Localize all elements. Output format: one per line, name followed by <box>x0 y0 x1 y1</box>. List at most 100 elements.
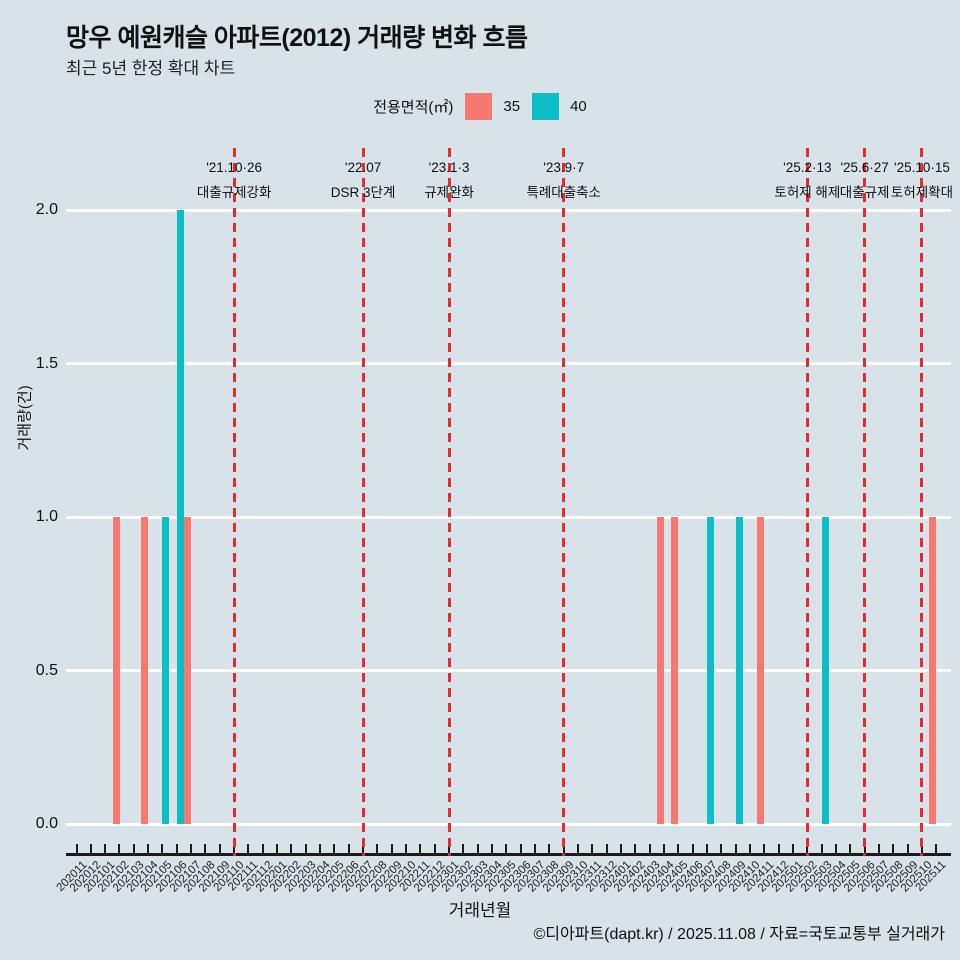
event-label: 특례대출축소 <box>526 185 601 200</box>
x-tick <box>720 844 723 854</box>
x-tick <box>691 844 694 854</box>
y-gridline <box>66 822 951 826</box>
x-tick <box>820 844 823 854</box>
x-tick <box>376 844 379 854</box>
x-axis-line <box>66 853 951 856</box>
event-date: '23.1·3 <box>428 160 470 175</box>
x-tick <box>935 844 938 854</box>
x-tick <box>276 844 279 854</box>
event-line-202301 <box>447 148 451 856</box>
y-gridline <box>66 208 951 212</box>
x-tick <box>892 844 895 854</box>
legend-item-label: 40 <box>570 97 587 115</box>
legend-swatch-40[interactable] <box>532 92 560 120</box>
event-label: 규제완화 <box>424 185 474 200</box>
x-axis-title: 거래년월 <box>448 901 512 920</box>
bar-202107-35[interactable] <box>184 517 192 824</box>
event-date: '25.2·13 <box>783 160 832 175</box>
x-tick <box>290 844 293 854</box>
x-tick <box>204 844 207 854</box>
y-gridline <box>66 669 951 672</box>
x-tick <box>877 844 880 854</box>
event-label: 대출규제강화 <box>196 185 272 200</box>
x-tick <box>677 844 680 854</box>
x-tick <box>777 844 780 854</box>
legend-item-label: 35 <box>503 97 521 115</box>
x-tick <box>749 844 751 854</box>
event-label: 토허제확대 <box>890 185 954 200</box>
x-tick <box>405 844 408 854</box>
legend-swatch-35[interactable] <box>465 92 493 120</box>
x-tick <box>906 844 909 854</box>
event-line-202110 <box>232 148 236 856</box>
x-tick <box>104 844 107 854</box>
legend: 전용면적(㎡) 35 40 <box>0 90 960 122</box>
legend-item-35: 35 <box>465 92 521 120</box>
bar-202503-40[interactable] <box>821 517 829 824</box>
x-tick <box>333 844 336 854</box>
y-tick-label: 1.5 <box>35 354 58 372</box>
x-tick <box>218 844 221 854</box>
page-subtitle: 최근 5년 한정 확대 차트 <box>66 59 236 78</box>
x-tick <box>304 844 307 854</box>
event-date: '22.07 <box>344 160 382 175</box>
event-line-202502 <box>805 148 809 856</box>
event-label: DSR 3단계 <box>330 185 396 200</box>
event-label: 토허제 해제 <box>774 185 841 200</box>
x-tick <box>175 844 178 854</box>
bar-202404-35[interactable] <box>657 517 665 824</box>
y-tick-label: 0.5 <box>35 661 58 679</box>
x-tick <box>577 844 580 854</box>
x-tick <box>347 844 350 854</box>
x-tick <box>190 844 193 854</box>
x-tick <box>419 844 422 854</box>
x-tick <box>763 844 766 854</box>
x-tick <box>118 844 121 854</box>
legend-item-40: 40 <box>532 92 587 120</box>
y-gridline <box>66 362 951 365</box>
x-tick <box>620 844 623 854</box>
x-tick <box>161 844 164 854</box>
event-label: 대출규제 <box>839 185 890 200</box>
x-tick <box>319 844 322 854</box>
bar-202104-35[interactable] <box>141 517 149 824</box>
bar-202511-35[interactable] <box>929 517 937 824</box>
bar-202407-40[interactable] <box>706 517 714 824</box>
page-title: 망우 예원캐슬 아파트(2012) 거래량 변화 흐름 <box>66 24 528 52</box>
bar-202106-40[interactable] <box>176 210 184 824</box>
x-tick <box>634 844 637 854</box>
event-date: '25.6·27 <box>840 160 889 175</box>
y-tick-label: 1.0 <box>35 508 58 525</box>
x-tick <box>591 844 594 854</box>
bar-202409-40[interactable] <box>735 517 743 824</box>
event-date: '21.10·26 <box>206 160 263 175</box>
x-tick <box>792 844 794 854</box>
x-tick <box>548 844 551 854</box>
x-tick <box>706 844 709 854</box>
bar-202105-40[interactable] <box>162 517 170 824</box>
x-tick <box>462 844 465 854</box>
legend-title: 전용면적(㎡) <box>373 98 454 116</box>
footer-credit: ©디아파트(dapt.kr) / 2025.11.08 / 자료=국토교통부 실… <box>533 926 945 943</box>
x-tick <box>734 844 737 854</box>
x-tick <box>834 844 837 854</box>
x-tick <box>491 844 494 854</box>
y-tick-label: 0.0 <box>35 815 58 832</box>
bar-202411-35[interactable] <box>757 517 765 824</box>
x-tick <box>132 844 135 854</box>
bar-202405-35[interactable] <box>671 517 679 824</box>
x-tick <box>663 844 666 854</box>
bar-202102-35[interactable] <box>112 517 120 824</box>
event-date: '23.9·7 <box>543 160 585 175</box>
y-gridline <box>66 515 951 519</box>
x-tick <box>849 844 852 854</box>
x-tick <box>75 844 78 854</box>
y-tick-label: 2.0 <box>35 201 58 218</box>
event-date: '25.10·15 <box>894 160 950 175</box>
event-line-202309 <box>562 148 566 856</box>
x-tick <box>648 844 651 854</box>
x-tick <box>433 844 436 854</box>
event-line-202207 <box>361 148 365 856</box>
x-tick <box>89 844 92 854</box>
